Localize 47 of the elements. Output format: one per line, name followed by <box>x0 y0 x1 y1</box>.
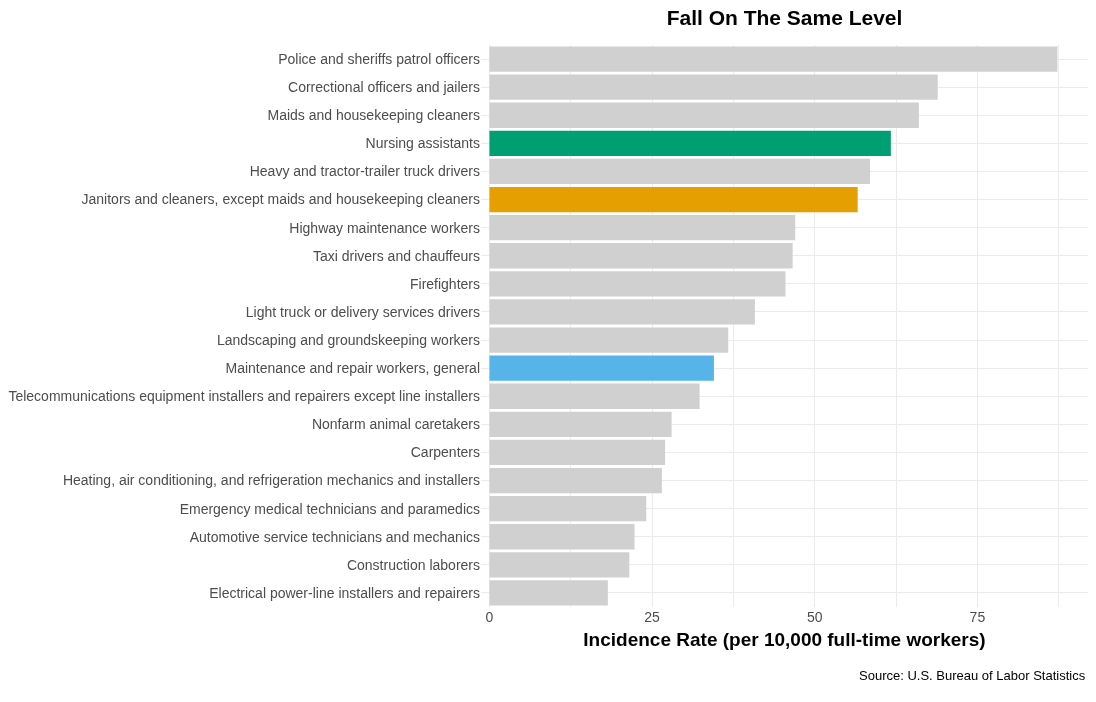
y-tick-label: Highway maintenance workers <box>289 219 480 236</box>
bar <box>489 439 666 466</box>
y-tick-label: Firefighters <box>409 275 480 292</box>
bar <box>489 355 714 381</box>
x-tick-label: 50 <box>806 609 823 625</box>
x-axis-title: Incidence Rate (per 10,000 full-time workers) <box>583 628 986 650</box>
bar <box>489 74 938 100</box>
bar <box>489 46 1058 72</box>
bar <box>489 299 755 325</box>
bar <box>489 158 871 185</box>
bar <box>489 215 796 241</box>
y-tick-label: Electrical power-line installers and repairers <box>209 584 480 601</box>
y-tick-label: Heavy and tractor-trailer truck drivers <box>249 163 480 180</box>
bar <box>489 102 919 128</box>
y-tick-label: Telecommunications equipment installers and repairers except line installers <box>8 388 480 405</box>
y-tick-label: Maintenance and repair workers, general <box>225 360 480 377</box>
y-tick-label: Nonfarm animal caretakers <box>311 416 480 433</box>
y-tick-label: Janitors and cleaners, except maids and housekeeping cleaners <box>81 191 480 208</box>
y-tick-label: Maids and housekeeping cleaners <box>267 107 480 124</box>
bar <box>489 243 793 269</box>
bar <box>489 383 700 409</box>
bar <box>489 271 786 297</box>
bar <box>489 496 647 522</box>
y-tick-label: Construction laborers <box>346 556 480 573</box>
source-note: Source: U.S. Bureau of Labor Statistics <box>859 668 1086 683</box>
y-tick-label: Heating, air conditioning, and refrigeration mechanics and installers <box>62 472 480 489</box>
bar <box>489 327 729 353</box>
x-tick-label: 75 <box>969 609 986 625</box>
y-tick-label: Police and sheriffs patrol officers <box>278 50 480 67</box>
y-tick-label: Carpenters <box>410 444 480 461</box>
y-tick-label: Landscaping and groundskeeping workers <box>216 331 480 348</box>
y-tick-label: Automotive service technicians and mechanics <box>189 528 480 545</box>
x-tick-label: 0 <box>485 609 494 625</box>
y-tick-label: Taxi drivers and chauffeurs <box>312 247 480 264</box>
bar <box>489 186 858 213</box>
y-tick-label: Emergency medical technicians and paramedics <box>179 500 480 517</box>
y-tick-label: Correctional officers and jailers <box>288 79 480 96</box>
y-tick-label: Light truck or delivery services drivers <box>245 303 480 320</box>
bar <box>489 411 672 437</box>
bar <box>489 524 635 550</box>
x-tick-label: 25 <box>644 609 661 625</box>
chart-title: Fall On The Same Level <box>666 6 903 30</box>
bar <box>489 580 608 606</box>
bar <box>489 552 630 578</box>
bar <box>489 467 662 494</box>
y-tick-label: Nursing assistants <box>365 135 480 152</box>
bar <box>489 130 891 156</box>
